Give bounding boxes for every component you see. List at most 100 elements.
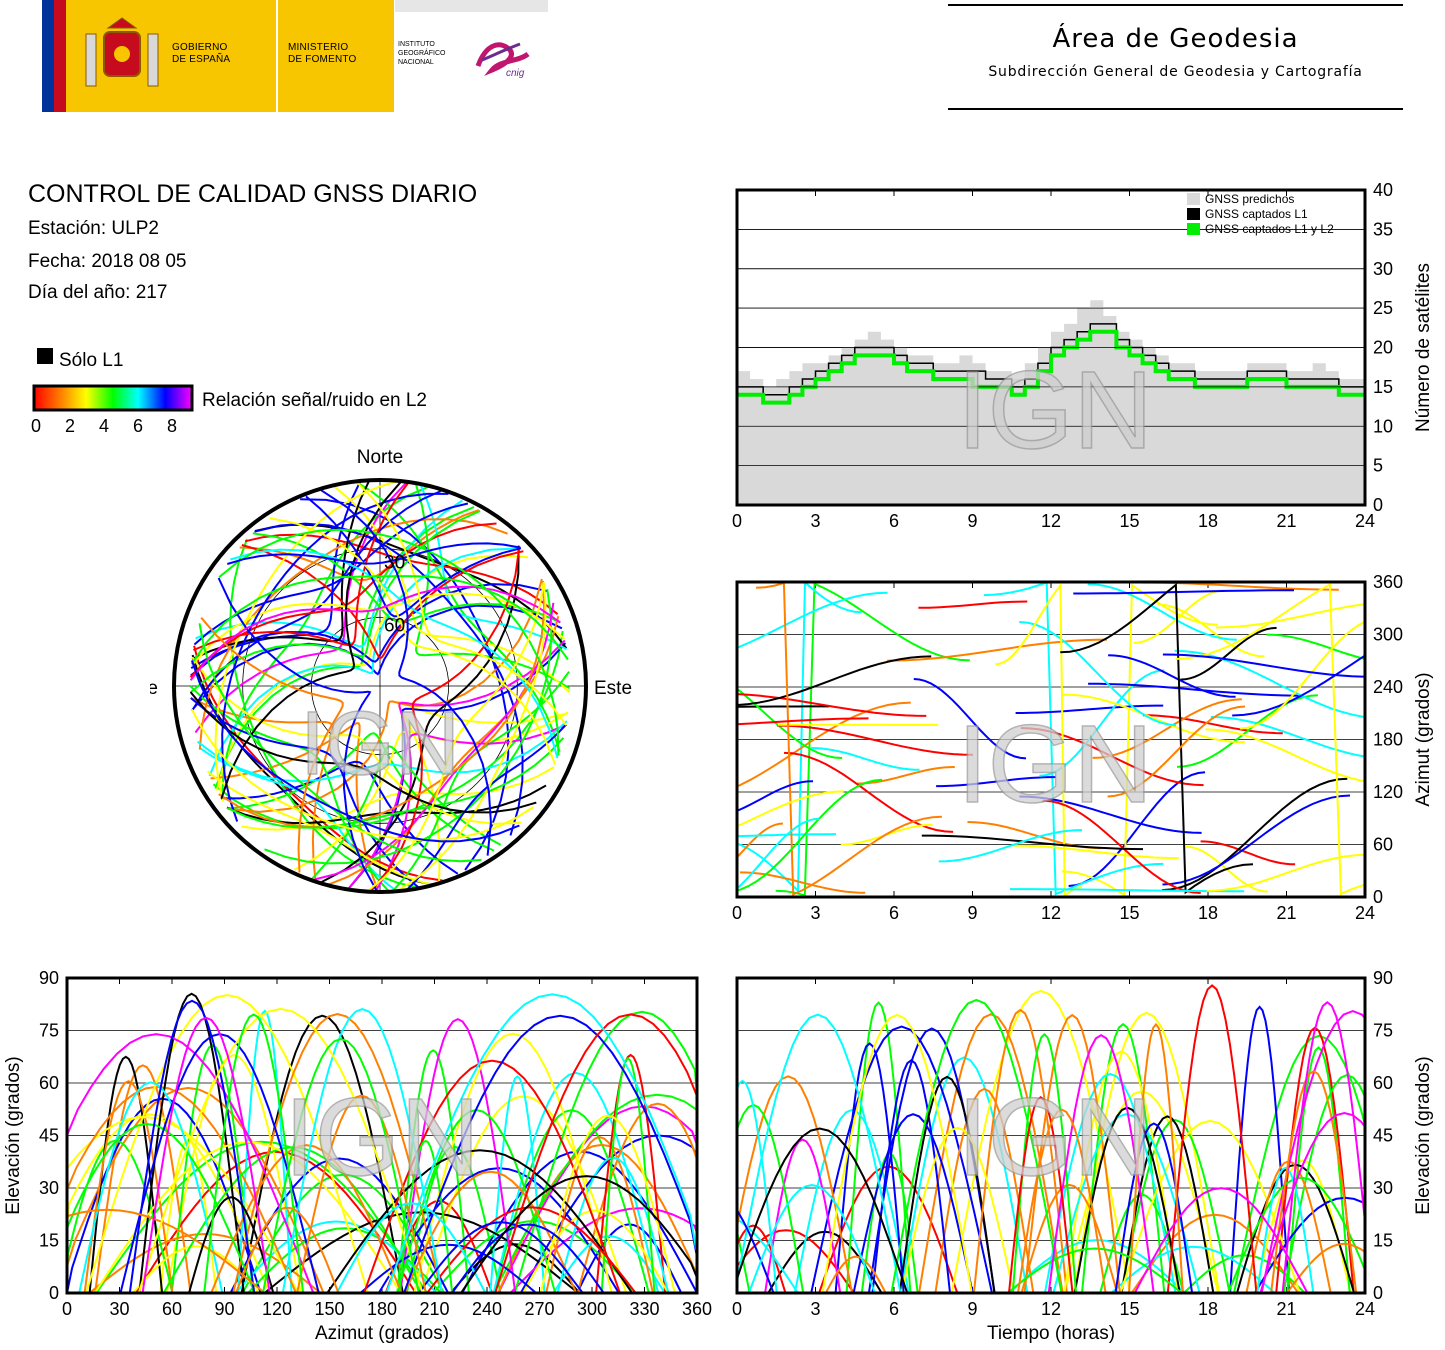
elt-trace [1063,1050,1180,1293]
y-tick-label: 40 [1373,180,1393,200]
elt-trace [737,1075,853,1293]
government-logo-block: GOBIERNO DE ESPAÑA MINISTERIO DE FOMENTO… [42,0,548,112]
azimuth-trace [1015,704,1164,714]
gobierno-line1: GOBIERNO [172,42,228,53]
elaz-trace [165,1054,302,1293]
y-tick-label: 35 [1373,219,1393,239]
elaz-trace [326,1149,633,1293]
instituto-line1: INSTITUTO [398,41,435,48]
azimuth-trace [783,751,954,833]
station-label: Estación: ULP2 [28,218,159,239]
elaz-trace [203,1013,305,1293]
elt-trace [737,1079,778,1293]
west-label: Oeste [150,678,158,699]
azimuth-trace [1019,795,1202,834]
azimuth-trace [1180,626,1277,681]
elt-trace [898,1075,996,1293]
x-tick-label: 360 [682,1299,712,1319]
sky-trace [206,770,432,886]
elaz-trace [78,1081,224,1293]
elt-trace [900,1126,1015,1293]
x-tick-label: 24 [1355,511,1375,531]
azimuth-trace [737,822,783,859]
x-tick-label: 6 [889,1299,899,1319]
sky-trace [254,523,568,649]
coat-of-arms-icon [85,17,159,87]
y-tick-label: 60 [1373,1073,1393,1093]
gobierno-block [66,0,276,112]
azimuth-trace [1063,693,1245,744]
ring-label-60: 60 [384,615,405,636]
sky-trace [269,517,557,765]
gobierno-line2: DE ESPAÑA [172,54,231,65]
y-tick-label: 90 [1373,968,1393,988]
y-tick-label: 20 [1373,338,1393,358]
elt-trace [737,1013,902,1293]
header-rule-bottom [948,108,1403,110]
elaz-trace [413,1032,613,1293]
x-tick-label: 12 [1041,1299,1061,1319]
elt-trace [1073,1011,1221,1293]
elt-trace [1281,1001,1365,1293]
elaz-trace [600,1057,656,1293]
x-tick-label: 12 [1041,511,1061,531]
y-tick-label: 240 [1373,677,1403,697]
y-tick-label: 5 [1373,456,1383,476]
sky-trace [189,510,481,694]
sky-trace [227,578,543,813]
sky-trace [366,582,545,892]
elaz-trace [399,1017,517,1293]
sky-trace [405,723,567,891]
y-tick-label: 15 [39,1231,59,1251]
sky-trace [193,481,410,651]
elt-trace [1133,1187,1309,1293]
plot-border [735,580,1367,899]
elaz-trace [67,1033,315,1293]
x-tick-label: 3 [810,511,820,531]
elt-trace [918,1013,1064,1293]
sky-trace [190,575,569,665]
sky-traces [189,480,571,892]
azimuth-trace [1107,705,1246,798]
elaz-trace [385,993,697,1293]
azimuth-trace [737,701,911,788]
x-axis-label: Azimut (grados) [315,1323,449,1344]
elt-trace [899,1056,1029,1293]
azimuth-trace [921,834,1144,851]
x-tick-label: 18 [1198,511,1218,531]
elt-trace [1006,1247,1183,1293]
elt-trace [810,1025,993,1293]
elaz-trace [232,1012,443,1293]
legend-entry: GNSS predichos [1205,192,1294,206]
azimuth-trace [918,600,1028,609]
date-label: Fecha: 2018 08 05 [28,251,187,272]
legend-entry: GNSS captados L1 y L2 [1205,222,1334,236]
sky-trace [414,483,571,690]
sky-trace [190,660,520,843]
x-tick-label: 9 [967,903,977,923]
azimuth-trace [1108,654,1236,698]
y-tick-label: 30 [1373,259,1393,279]
elaz-trace [489,1075,546,1293]
x-tick-label: 0 [732,1299,742,1319]
ign-watermark: IGN [957,1076,1153,1199]
elaz-trace [509,1207,697,1293]
sky-trace [355,480,567,726]
elt-trace [737,1208,775,1293]
elaz-trace [403,1014,697,1293]
sky-trace [374,639,566,892]
elaz-trace [138,992,245,1293]
sky-trace [305,495,522,618]
x-tick-label: 300 [577,1299,607,1319]
elt-trace [845,1001,912,1293]
elaz-trace [545,1136,654,1293]
elaz-trace [296,1094,427,1293]
elt-trace [1008,1096,1074,1293]
azimuth-trace [1060,582,1254,895]
sky-trace [311,745,502,880]
ministerio-line1: MINISTERIO [288,42,349,53]
x-tick-label: 24 [1355,903,1375,923]
azimuth-trace [1206,853,1365,892]
azimuth-trace [775,582,970,897]
